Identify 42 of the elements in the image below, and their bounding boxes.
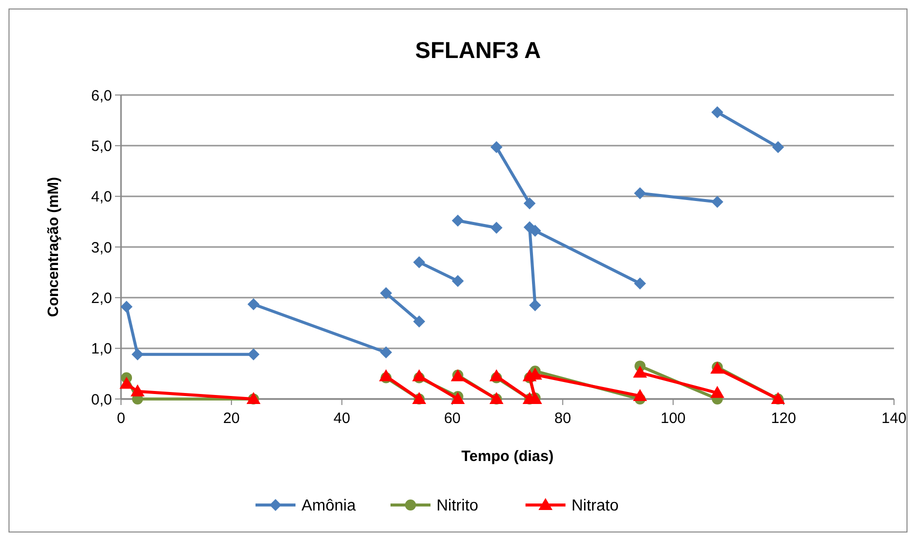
point: [524, 197, 536, 210]
y-tick-label: 2,0: [91, 290, 112, 307]
x-tick-label: 20: [223, 410, 240, 427]
point: [130, 384, 145, 396]
x-tick-label: 40: [334, 410, 350, 427]
legend-label: Nitrato: [572, 498, 619, 515]
point: [452, 214, 464, 227]
point: [711, 196, 724, 208]
point: [772, 141, 784, 154]
point: [120, 376, 134, 389]
point: [120, 300, 133, 313]
x-tick-label: 120: [771, 410, 796, 427]
point: [380, 287, 392, 300]
x-axis-title: Tempo (dias): [461, 448, 554, 465]
x-tick-label: 60: [444, 410, 461, 427]
point: [413, 315, 426, 328]
point: [490, 141, 502, 154]
point: [248, 298, 260, 310]
y-tick-label: 5,0: [91, 138, 112, 155]
point: [634, 187, 646, 200]
y-axis-title: Concentração (mM): [45, 176, 62, 318]
x-tick-label: 100: [660, 410, 686, 427]
point: [711, 106, 724, 118]
point: [634, 277, 646, 290]
x-tick-label: 80: [554, 410, 572, 427]
point: [452, 274, 464, 287]
chart-title: SFLANF3 A: [415, 37, 541, 63]
y-tick-label: 4,0: [91, 188, 112, 206]
y-tick-label: 0,0: [91, 391, 112, 408]
y-tick-label: 6,0: [91, 87, 112, 104]
point: [132, 348, 144, 360]
x-tick-label: 140: [881, 410, 907, 427]
legend-label: Amônia: [302, 498, 356, 515]
point: [529, 299, 542, 312]
point: [490, 222, 502, 234]
point: [380, 346, 392, 358]
point: [248, 348, 260, 360]
x-tick-label: 0: [116, 410, 126, 427]
y-tick-label: 3,0: [91, 239, 112, 256]
y-tick-label: 1,0: [91, 340, 112, 358]
legend-label: Nitrito: [436, 498, 478, 515]
point: [413, 256, 426, 268]
